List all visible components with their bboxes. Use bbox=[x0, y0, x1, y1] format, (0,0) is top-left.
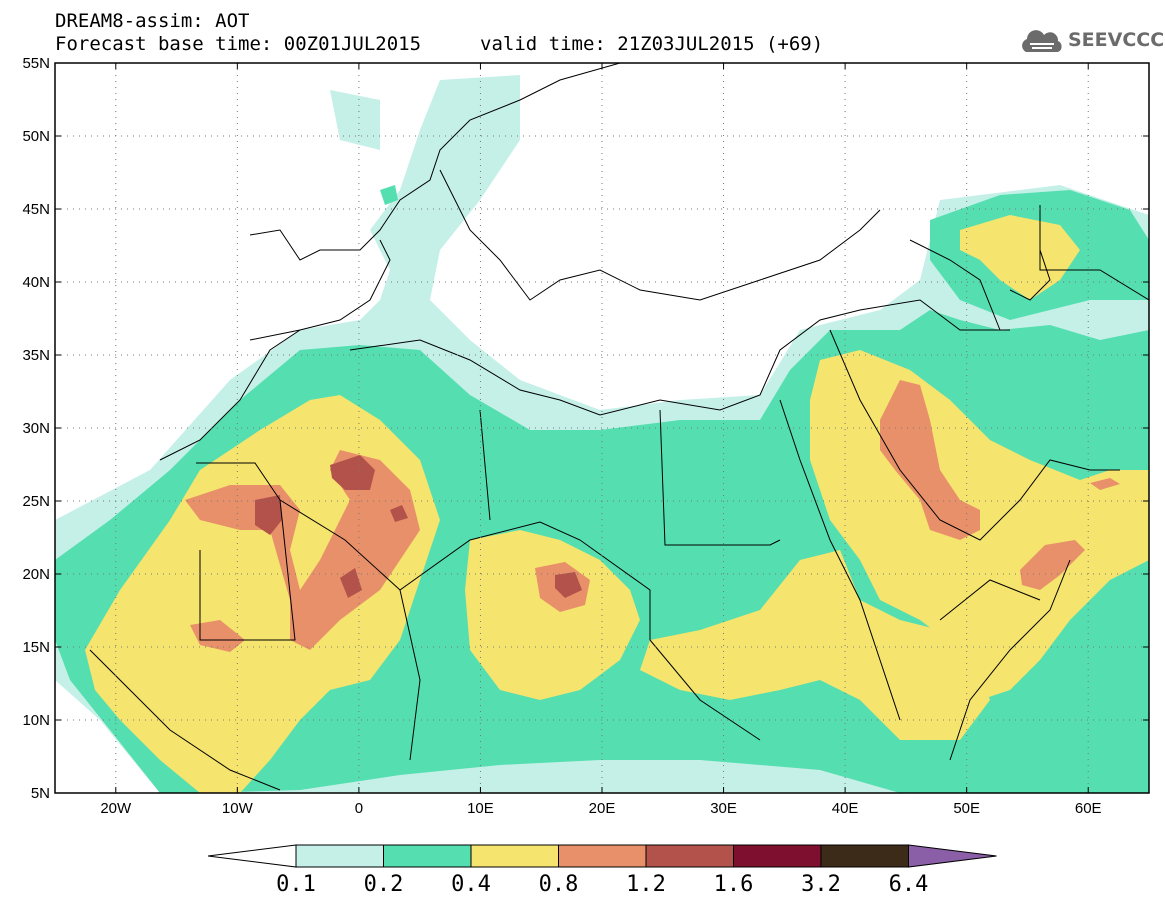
lat-label: 10N bbox=[22, 712, 50, 729]
lon-label: 40E bbox=[832, 800, 859, 817]
lat-label: 30N bbox=[22, 420, 50, 437]
aot-field bbox=[55, 63, 1149, 793]
longitude-labels: 20W 10W 0 10E 20E 30E 40E 50E 60E bbox=[100, 800, 1101, 817]
aot-1.2-region bbox=[255, 495, 282, 535]
colorbar-label: 1.6 bbox=[714, 872, 754, 897]
colorbar-label: 0.1 bbox=[276, 872, 316, 897]
axis-ticks bbox=[55, 62, 1149, 794]
colorbar: 0.1 0.2 0.4 0.8 1.2 1.6 3.2 6.4 bbox=[207, 844, 997, 897]
latitude-labels: 55N 50N 45N 40N 35N 30N 25N 20N 15N 10N 5N bbox=[22, 55, 50, 802]
colorbar-label: 0.8 bbox=[539, 872, 579, 897]
lat-label: 55N bbox=[22, 55, 50, 72]
lon-label: 30E bbox=[710, 800, 737, 817]
colorbar-segment bbox=[820, 844, 909, 868]
lon-label: 10W bbox=[222, 800, 254, 817]
aot-0.8-region bbox=[185, 450, 420, 650]
map-grid bbox=[55, 63, 1149, 793]
valid-time: valid time: 21Z03JUL2015 (+69) bbox=[480, 33, 824, 55]
lat-label: 40N bbox=[22, 274, 50, 291]
colorbar-segment bbox=[295, 844, 384, 868]
colorbar-label: 0.2 bbox=[364, 872, 404, 897]
lon-label: 0 bbox=[355, 800, 363, 817]
lat-label: 15N bbox=[22, 639, 50, 656]
lon-label: 10E bbox=[467, 800, 494, 817]
lat-label: 20N bbox=[22, 566, 50, 583]
lat-label: 50N bbox=[22, 128, 50, 145]
colorbar-segment bbox=[733, 844, 822, 868]
lon-label: 20W bbox=[100, 800, 132, 817]
colorbar-label: 1.2 bbox=[626, 872, 666, 897]
lat-label: 5N bbox=[31, 785, 50, 802]
forecast-base-time: Forecast base time: 00Z01JUL2015 bbox=[55, 33, 422, 55]
colorbar-label: 6.4 bbox=[889, 872, 929, 897]
colorbar-label: 3.2 bbox=[801, 872, 841, 897]
lat-label: 45N bbox=[22, 201, 50, 218]
seevccc-logo: SEEVCCC bbox=[1018, 26, 1164, 56]
cloud-logo-icon bbox=[1022, 30, 1062, 52]
logo-text: SEEVCCC bbox=[1068, 29, 1165, 51]
lat-label: 25N bbox=[22, 493, 50, 510]
lon-label: 60E bbox=[1075, 800, 1102, 817]
coastlines bbox=[89, 63, 1149, 791]
colorbar-segment bbox=[383, 844, 472, 868]
lon-label: 20E bbox=[589, 800, 616, 817]
map-title: DREAM8-assim: AOT bbox=[55, 10, 250, 32]
lat-label: 35N bbox=[22, 347, 50, 364]
colorbar-upper-arrow bbox=[908, 844, 997, 868]
colorbar-lower-arrow bbox=[207, 844, 297, 868]
colorbar-label: 0.4 bbox=[451, 872, 491, 897]
colorbar-segment bbox=[558, 844, 647, 868]
lon-label: 50E bbox=[953, 800, 980, 817]
colorbar-segment bbox=[470, 844, 559, 868]
colorbar-segment bbox=[645, 844, 734, 868]
